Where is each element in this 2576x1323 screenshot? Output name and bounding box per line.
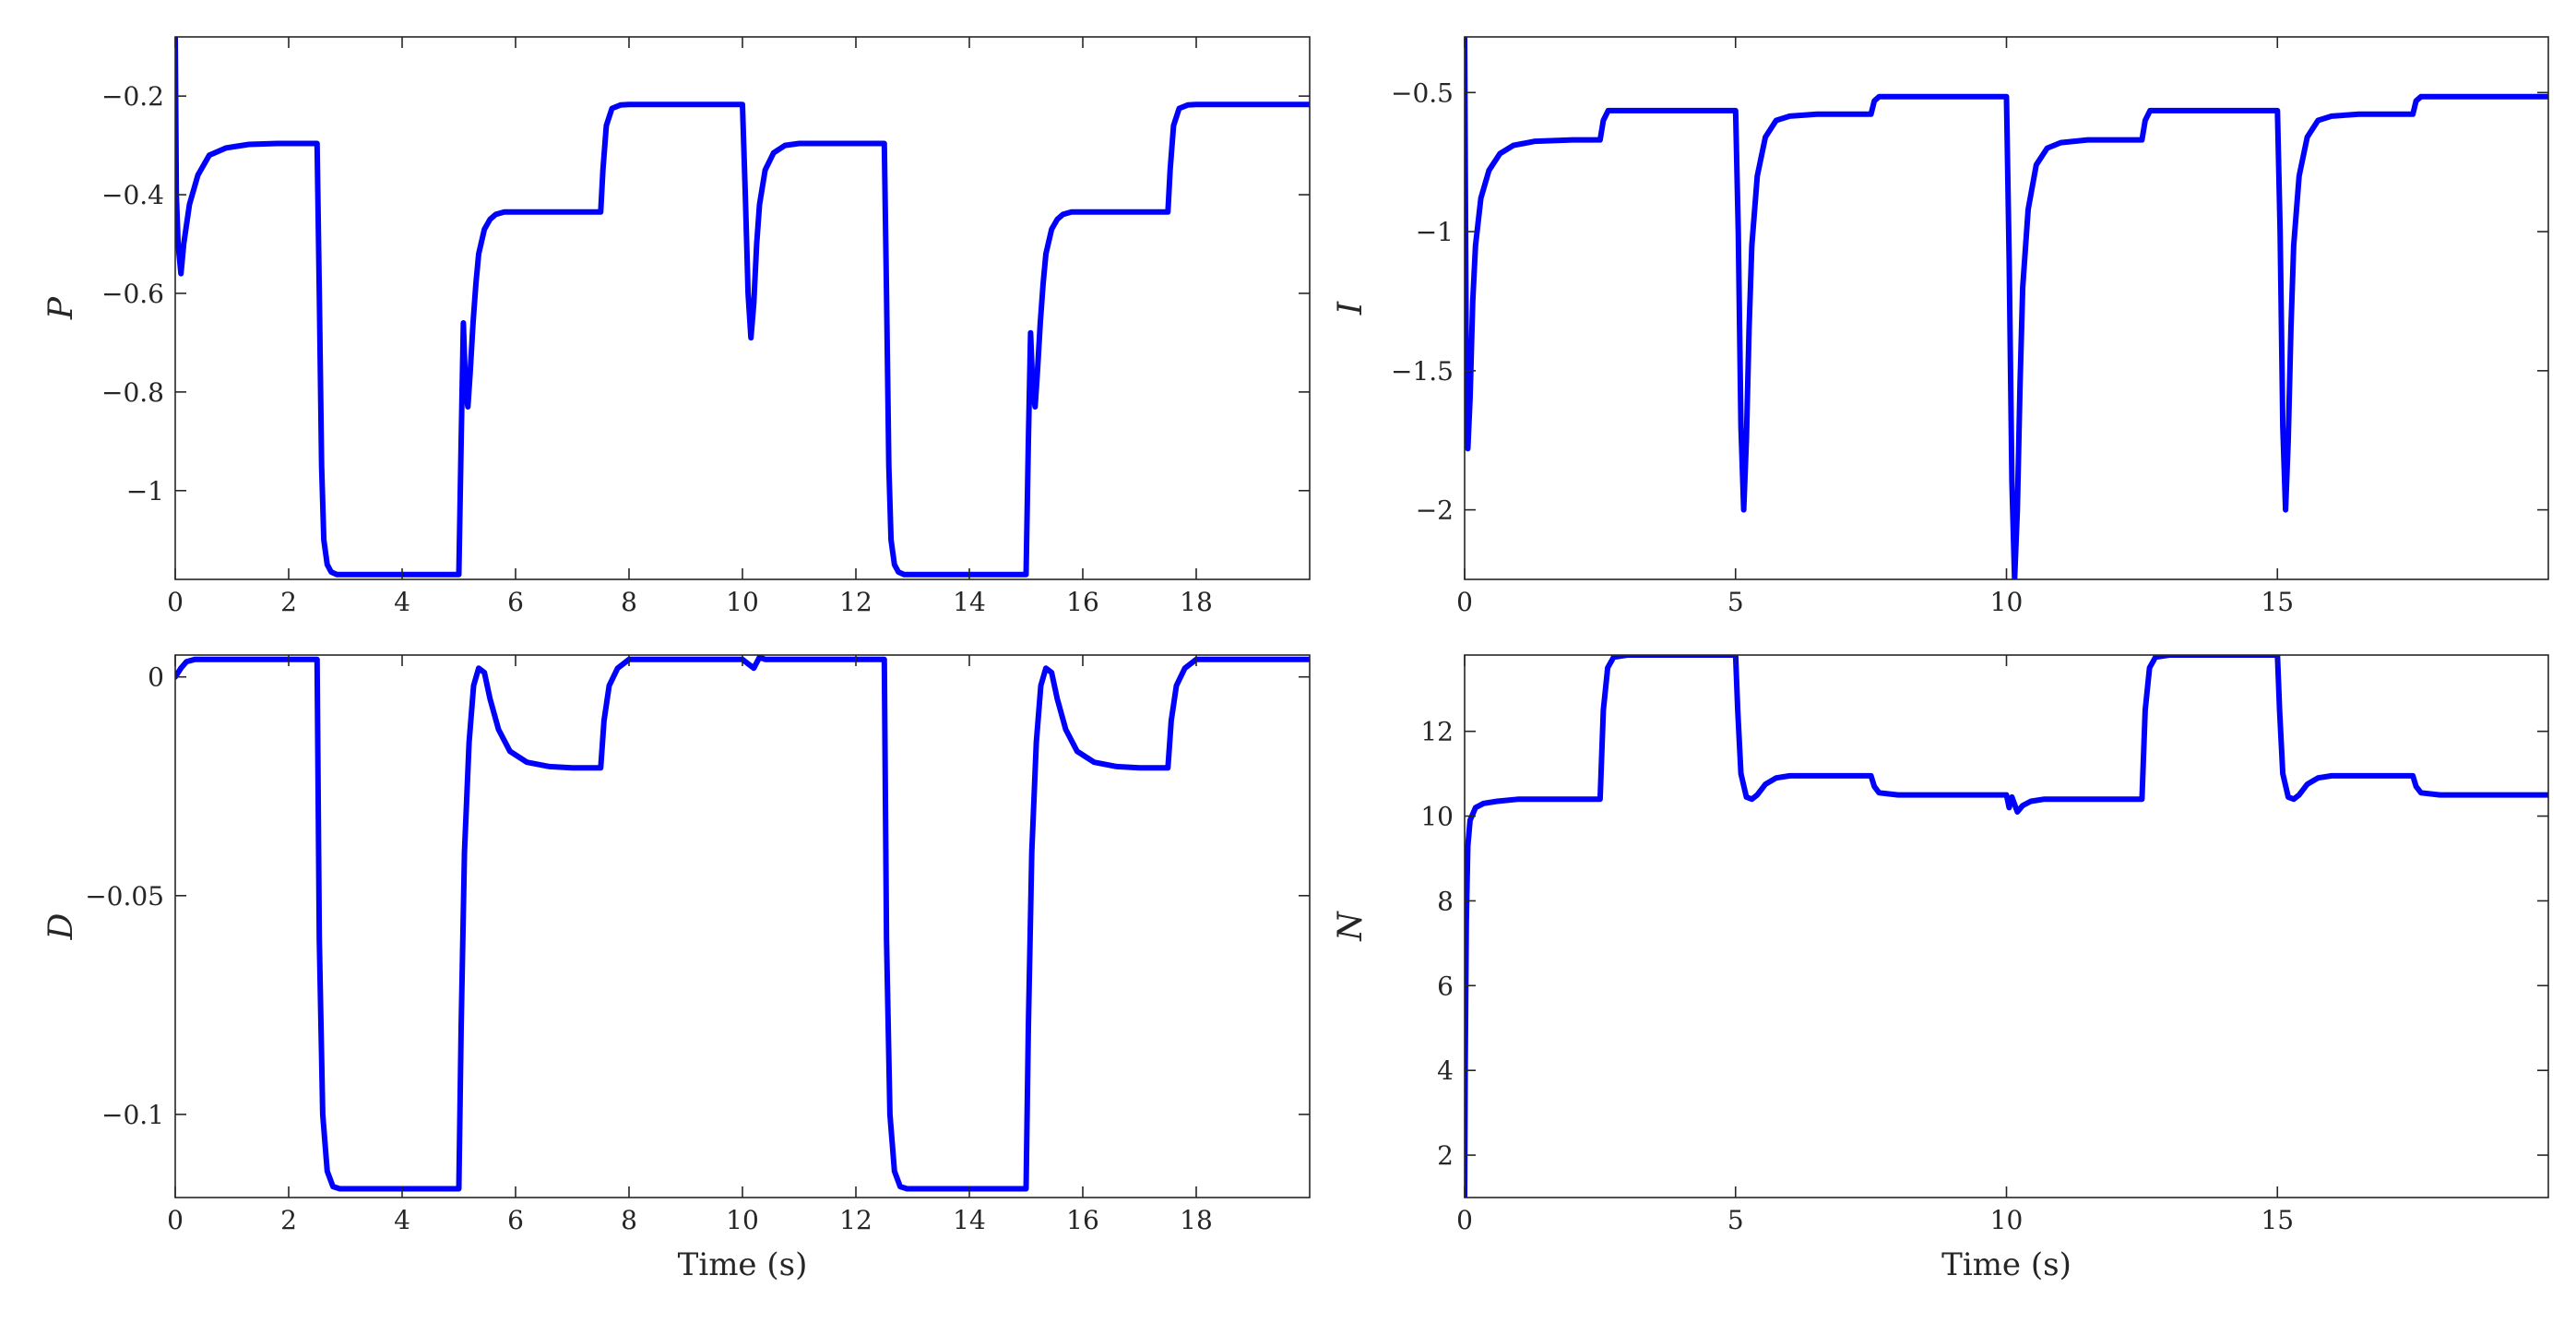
x-tick-label: 8 <box>621 1205 637 1235</box>
x-tick-label: 10 <box>726 1205 759 1235</box>
x-tick-label: 16 <box>1066 1205 1099 1235</box>
y-tick-label: 2 <box>1437 1140 1454 1171</box>
x-tick-label: 0 <box>167 587 184 617</box>
x-tick-label: 5 <box>1727 587 1744 617</box>
subplot-d: 0 2 4 6 8 10 12 14 16 18 −0.1 −0.05 0 D Time (s) <box>42 654 1311 1283</box>
y-tick-label: −0.4 <box>101 180 164 210</box>
x-tick-label: 10 <box>726 587 759 617</box>
y-tick-label: 0 <box>148 662 164 693</box>
axes-box <box>1464 654 2549 1198</box>
y-tick-label: −1 <box>1416 217 1454 247</box>
y-tick-label: 12 <box>1420 717 1454 747</box>
subplot-i: 0 5 10 15 −2 −1.5 −1 −0.5 I <box>1332 36 2549 617</box>
x-tick-label: 12 <box>839 1205 873 1235</box>
y-tick-label: −1.5 <box>1391 356 1454 387</box>
y-axis-label: N <box>1332 911 1370 942</box>
subplot-p: 0 2 4 6 8 10 12 14 16 18 −1 −0.8 −0.6 −0.4 −0.2 P <box>42 36 1311 617</box>
x-tick-label: 6 <box>507 1205 524 1235</box>
x-tick-label: 14 <box>953 1205 986 1235</box>
y-tick-label: −2 <box>1416 495 1454 526</box>
y-tick-label: 4 <box>1437 1055 1454 1086</box>
x-axis-label: Time (s) <box>1941 1246 2071 1283</box>
x-tick-label: 6 <box>507 587 524 617</box>
x-tick-label: 4 <box>394 1205 410 1235</box>
x-tick-label: 18 <box>1180 587 1213 617</box>
x-tick-label: 2 <box>280 587 297 617</box>
x-tick-label: 0 <box>167 1205 184 1235</box>
x-tick-label: 15 <box>2261 1205 2294 1235</box>
y-tick-label: −0.6 <box>101 279 164 309</box>
x-tick-label: 10 <box>1990 1205 2024 1235</box>
y-tick-label: −0.05 <box>85 881 164 912</box>
axes-box <box>174 654 1311 1198</box>
x-tick-label: 8 <box>621 587 637 617</box>
x-axis-label: Time (s) <box>678 1246 808 1283</box>
series-line-0 <box>175 37 1310 578</box>
x-tick-label: 10 <box>1990 587 2024 617</box>
x-tick-label: 5 <box>1727 1205 1744 1235</box>
y-axis-label: P <box>42 296 80 320</box>
x-tick-label: 12 <box>839 587 873 617</box>
y-tick-label: −0.8 <box>101 377 164 408</box>
x-tick-label: 0 <box>1456 587 1473 617</box>
y-tick-label: −1 <box>126 476 164 507</box>
y-tick-label: 10 <box>1420 802 1454 832</box>
x-tick-label: 16 <box>1066 587 1099 617</box>
y-axis-label: D <box>42 912 80 940</box>
y-axis-label: I <box>1332 301 1370 316</box>
x-tick-label: 18 <box>1180 1205 1213 1235</box>
series-line-0 <box>1465 37 2548 579</box>
x-tick-label: 15 <box>2261 587 2294 617</box>
subplot-n: 0 5 10 15 2 4 6 8 10 12 N Time (s) <box>1332 654 2549 1283</box>
x-tick-label: 4 <box>394 587 410 617</box>
y-tick-label: 8 <box>1437 886 1454 916</box>
x-tick-label: 2 <box>280 1205 297 1235</box>
y-tick-label: −0.5 <box>1391 77 1454 108</box>
x-tick-label: 14 <box>953 587 986 617</box>
x-tick-label: 0 <box>1456 1205 1473 1235</box>
series-line-0 <box>1465 655 2548 1198</box>
y-tick-label: 6 <box>1437 971 1454 1001</box>
y-tick-label: −0.2 <box>101 81 164 112</box>
series-line-0 <box>175 655 1310 1192</box>
y-tick-label: −0.1 <box>101 1100 164 1130</box>
